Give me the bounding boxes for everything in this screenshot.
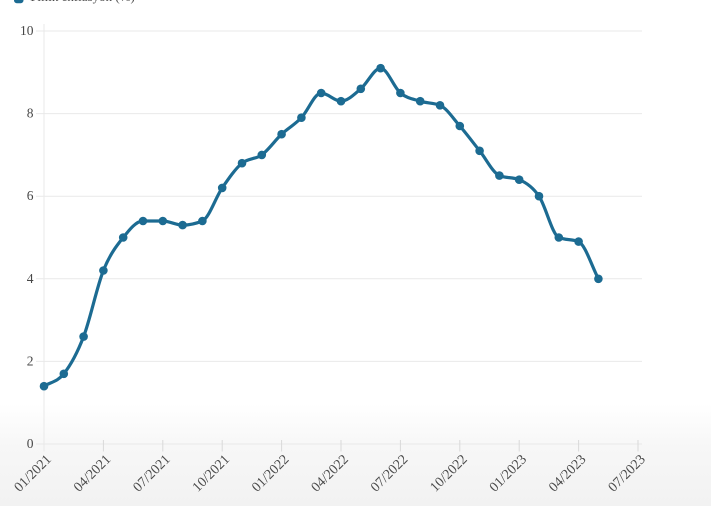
svg-text:10: 10 xyxy=(20,23,34,38)
svg-text:Yıllık enflasyon (%): Yıllık enflasyon (%) xyxy=(28,0,135,4)
svg-text:8: 8 xyxy=(27,106,34,121)
svg-text:2: 2 xyxy=(27,353,34,368)
svg-text:6: 6 xyxy=(27,188,34,203)
svg-text:0: 0 xyxy=(27,436,34,451)
svg-text:4: 4 xyxy=(27,271,34,286)
